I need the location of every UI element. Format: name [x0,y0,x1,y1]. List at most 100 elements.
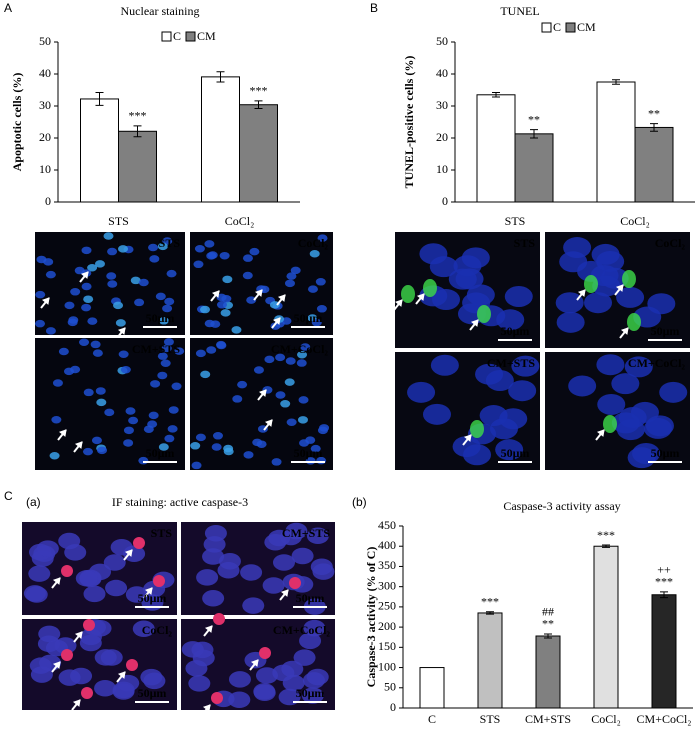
nucleus [556,311,585,333]
nucleus [103,232,114,240]
nucleus [432,289,461,311]
nucleus [319,424,330,432]
nucleus [268,529,291,547]
nucleus [196,569,219,586]
nucleus [240,564,263,581]
nucleus [220,309,231,317]
nucleus [284,378,295,386]
panel-label: A [4,1,12,15]
image-label: CM+STS [132,342,181,356]
nucleus [36,255,47,264]
x-tick-label: STS [480,712,501,726]
nucleus [83,295,94,303]
nucleus [166,269,177,278]
nucleus [81,282,92,291]
significance-label: ** [648,106,660,120]
error-bar [650,123,658,132]
nucleus [125,407,136,415]
nucleus [275,353,286,362]
nucleus [312,563,335,580]
scale-label: 50μm [146,311,175,325]
arrow-head [577,289,586,297]
tunel-spot [423,279,437,297]
scale-label: 50μm [501,446,530,460]
y-tick-label: 40 [39,66,51,80]
nucleus [155,292,166,301]
image-label: CoCl₂ [142,623,173,637]
nucleus [134,298,145,307]
y-tick-label: 0 [45,194,51,208]
y-axis-label: Caspase-3 activity (% of C) [364,547,378,688]
image-label: CM+CoCl₂ [271,342,328,356]
significance-label: *** [129,109,147,123]
legend-swatch [565,22,576,33]
y-axis-label: TUNEL-positive cells (%) [402,56,416,189]
nucleus [195,433,206,442]
image-label: CM+CoCl₂ [628,356,685,370]
nucleus [52,379,63,387]
nucleus [659,381,688,403]
nucleus [232,395,243,403]
y-tick-label: 10 [39,162,51,176]
nucleus [94,260,105,268]
image-label: STS [159,236,181,250]
y-tick-label: 40 [436,66,448,80]
error-bar [254,100,263,110]
scale-label: 50μm [296,686,325,700]
y-tick-label: 150 [378,639,396,653]
y-tick-label: 250 [378,599,396,613]
nucleus [103,554,126,571]
bar [593,545,619,709]
error-bar [216,71,225,83]
nucleus [23,585,46,602]
legend-label: C [173,29,181,43]
nucleus [309,249,320,258]
legend-swatch [185,31,196,42]
scale-label: 50μm [296,591,325,605]
nucleus [90,340,101,349]
nucleus [123,439,134,447]
nucleus [200,305,211,314]
nucleus [297,416,308,424]
nucleus [107,247,118,256]
y-tick-label: 50 [39,34,51,48]
bar [239,104,278,203]
nucleus [264,355,275,364]
nucleus [158,443,169,451]
nucleus [96,398,107,407]
nucleus [68,316,79,324]
error-bar [612,79,620,85]
chart-title: TUNEL [500,4,539,18]
nucleus [243,451,254,459]
y-tick-label: 0 [442,194,448,208]
scale-label: 50μm [146,446,175,460]
nucleus [128,416,139,425]
bar [634,126,674,203]
nucleus [36,540,59,557]
arrow-head [254,289,263,297]
tunel-spot [603,415,617,433]
nucleus [212,432,223,440]
error-bar [602,544,610,548]
bar [651,594,677,709]
legend-label: C [553,20,561,34]
y-tick-label: 50 [436,34,448,48]
nucleus [206,346,217,354]
nucleus [64,301,75,310]
sub-label: (b) [352,495,367,509]
nucleus [157,352,168,360]
image-label: CoCl₂ [298,236,329,250]
arrow-head [596,429,605,437]
image-label: STS [151,526,173,540]
scale-label: 50μm [501,324,530,338]
nucleus [596,354,625,376]
y-tick-label: 100 [378,659,396,673]
nucleus [611,412,640,434]
x-tick-label: CoCl₂ [225,214,255,228]
nucleus [272,554,295,571]
nucleus [485,369,514,391]
nucleus [87,317,98,325]
bar [535,635,561,709]
nucleus [150,380,161,388]
scale-label: 50μm [651,446,680,460]
